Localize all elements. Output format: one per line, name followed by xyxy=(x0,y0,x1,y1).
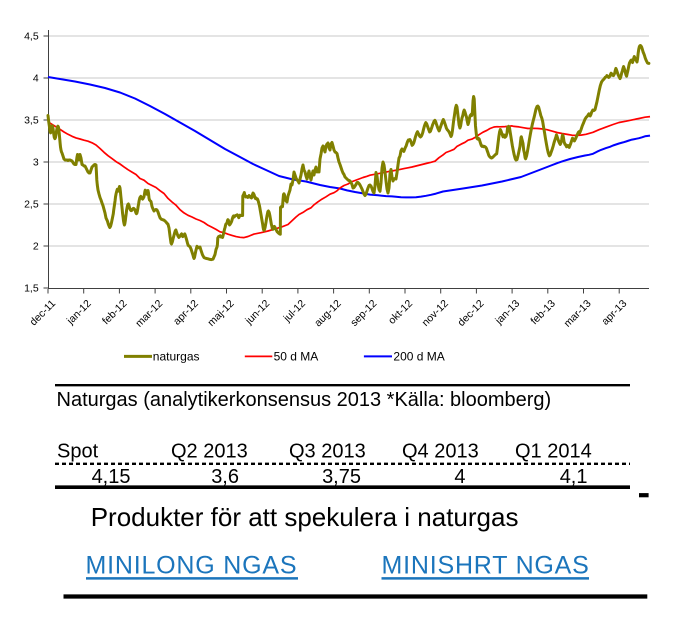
svg-text:3,5: 3,5 xyxy=(24,115,39,127)
svg-text:Naturgas (analytikerkonsensus: Naturgas (analytikerkonsensus 2013 *Käll… xyxy=(57,389,552,411)
svg-text:4,1: 4,1 xyxy=(560,466,588,488)
svg-text:1,5: 1,5 xyxy=(24,283,39,295)
svg-text:200 d MA: 200 d MA xyxy=(393,350,444,364)
svg-text:Q1 2014: Q1 2014 xyxy=(515,441,592,463)
svg-text:4,5: 4,5 xyxy=(24,31,39,43)
svg-text:MINILONG NGAS: MINILONG NGAS xyxy=(86,552,298,580)
svg-text:4,15: 4,15 xyxy=(92,466,131,488)
svg-text:4: 4 xyxy=(33,73,39,85)
svg-text:50 d MA: 50 d MA xyxy=(274,350,319,364)
svg-text:3: 3 xyxy=(33,157,39,169)
svg-text:naturgas: naturgas xyxy=(153,350,200,364)
svg-text:MINISHRT NGAS: MINISHRT NGAS xyxy=(382,552,590,580)
svg-text:3,75: 3,75 xyxy=(322,466,361,488)
svg-text:2,5: 2,5 xyxy=(24,199,39,211)
svg-text:Q3 2013: Q3 2013 xyxy=(289,441,366,463)
svg-text:Produkter för att spekulera i: Produkter för att spekulera i naturgas xyxy=(91,502,519,532)
svg-text:Q2 2013: Q2 2013 xyxy=(171,441,248,463)
svg-text:4: 4 xyxy=(454,466,465,488)
svg-text:2: 2 xyxy=(33,241,39,253)
svg-text:Q4 2013: Q4 2013 xyxy=(402,441,479,463)
svg-text:3,6: 3,6 xyxy=(211,466,239,488)
svg-text:Spot: Spot xyxy=(57,441,99,463)
